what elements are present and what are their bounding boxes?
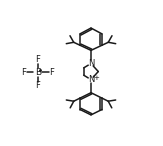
Text: +: + (94, 75, 99, 81)
Text: F: F (35, 55, 40, 64)
Text: N: N (88, 59, 94, 68)
Text: F: F (35, 81, 40, 90)
Text: F: F (49, 68, 54, 77)
Text: B: B (35, 68, 41, 77)
Text: F: F (21, 68, 26, 77)
Text: N: N (88, 75, 94, 84)
